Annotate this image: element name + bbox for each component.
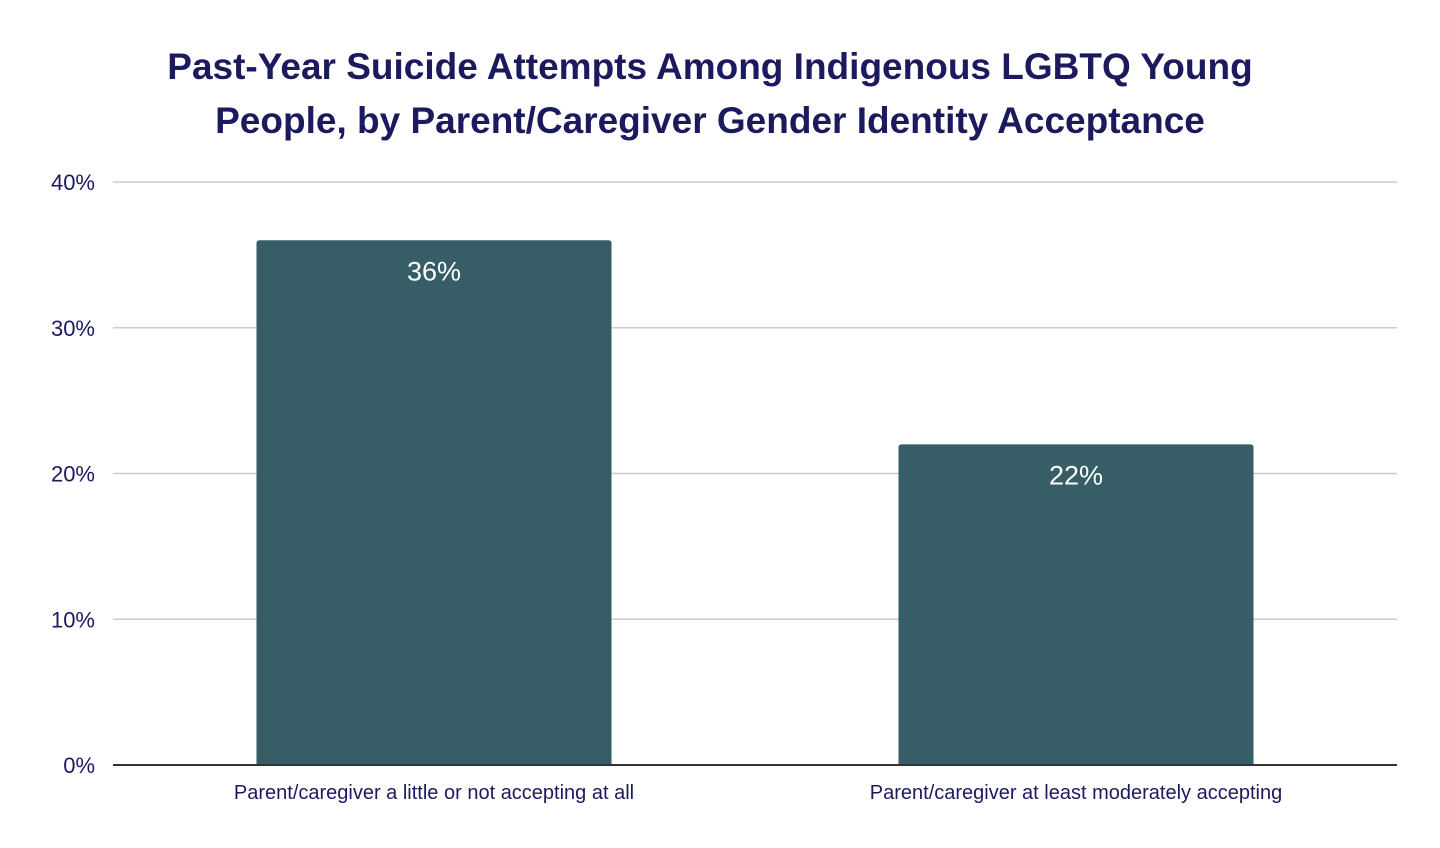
y-tick-label: 30% <box>51 316 95 341</box>
x-category-label: Parent/caregiver at least moderately acc… <box>870 782 1282 804</box>
y-tick-label: 40% <box>51 170 95 195</box>
x-category-label: Parent/caregiver a little or not accepti… <box>234 782 634 804</box>
chart-title: Past-Year Suicide Attempts Among Indigen… <box>0 40 1420 148</box>
chart-title-line-1: Past-Year Suicide Attempts Among Indigen… <box>167 46 1253 87</box>
bars <box>256 240 1254 766</box>
bar-value-label: 22% <box>1049 460 1103 490</box>
chart-title-line-2: People, by Parent/Caregiver Gender Ident… <box>215 100 1205 141</box>
bar <box>898 444 1254 765</box>
y-tick-label: 10% <box>51 607 95 632</box>
bar-value-label: 36% <box>407 256 461 286</box>
y-axis-tick-labels: 0% 10% 20% 30% 40% <box>51 170 95 778</box>
y-tick-label: 20% <box>51 462 95 487</box>
x-axis-category-labels: Parent/caregiver a little or not accepti… <box>234 782 1282 804</box>
bar <box>256 240 612 766</box>
data-labels: 36% 22% <box>407 256 1103 490</box>
y-tick-label: 0% <box>63 753 95 778</box>
